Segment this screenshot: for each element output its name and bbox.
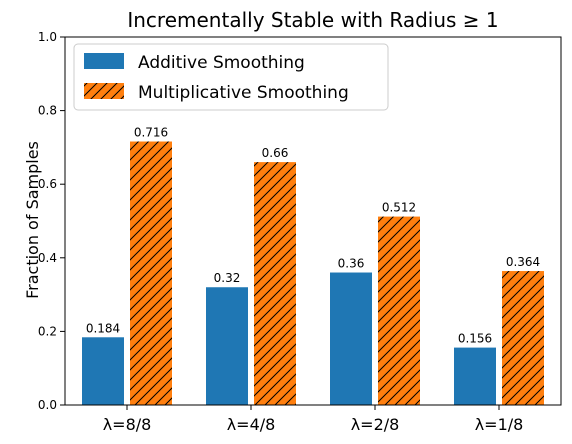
bar-multiplicative — [378, 216, 420, 405]
data-labels: 0.184 0.716 0.32 0.66 0.36 0.512 0.156 0.364 — [86, 126, 540, 346]
x-tick-label: λ=1/8 — [475, 415, 524, 434]
data-label: 0.512 — [382, 201, 416, 215]
data-label: 0.364 — [506, 255, 540, 269]
bar-multiplicative — [502, 271, 544, 405]
data-label: 0.156 — [458, 332, 492, 346]
data-label: 0.66 — [262, 146, 289, 160]
data-label: 0.716 — [134, 126, 168, 140]
legend-label-additive: Additive Smoothing — [138, 53, 305, 73]
data-label: 0.184 — [86, 321, 120, 335]
x-tick-label: λ=2/8 — [351, 415, 400, 434]
bar-additive — [454, 347, 496, 405]
legend-swatch-additive — [84, 53, 124, 69]
bar-additive — [330, 272, 372, 405]
bar-multiplicative — [130, 141, 172, 405]
y-tick-label: 0.2 — [38, 324, 57, 338]
y-axis-ticks: 0.0 0.2 0.4 0.6 0.8 1.0 — [38, 30, 65, 412]
x-tick-label: λ=8/8 — [103, 415, 152, 434]
bars — [82, 141, 544, 405]
legend-box — [73, 43, 389, 111]
legend-swatch-multiplicative — [84, 83, 124, 99]
y-tick-label: 0.4 — [38, 251, 57, 265]
y-tick-label: 0.6 — [38, 177, 57, 191]
plot-frame — [64, 36, 562, 406]
data-label: 0.36 — [338, 257, 365, 271]
x-tick-label: λ=4/8 — [227, 415, 276, 434]
y-axis-label: Fraction of Samples — [23, 141, 42, 299]
y-tick-label: 0.8 — [38, 104, 57, 118]
data-label: 0.32 — [214, 271, 241, 285]
bar-multiplicative — [254, 162, 296, 405]
bar-additive — [206, 287, 248, 405]
y-tick-label: 0.0 — [38, 398, 57, 412]
x-axis-ticks: λ=8/8 λ=4/8 λ=2/8 λ=1/8 — [103, 405, 524, 434]
y-tick-label: 1.0 — [38, 30, 57, 44]
legend: Additive Smoothing Multiplicative Smooth… — [73, 43, 389, 111]
legend-label-multiplicative: Multiplicative Smoothing — [138, 83, 349, 103]
bar-additive — [82, 337, 124, 405]
chart-title: Incrementally Stable with Radius ≥ 1 — [127, 8, 498, 32]
